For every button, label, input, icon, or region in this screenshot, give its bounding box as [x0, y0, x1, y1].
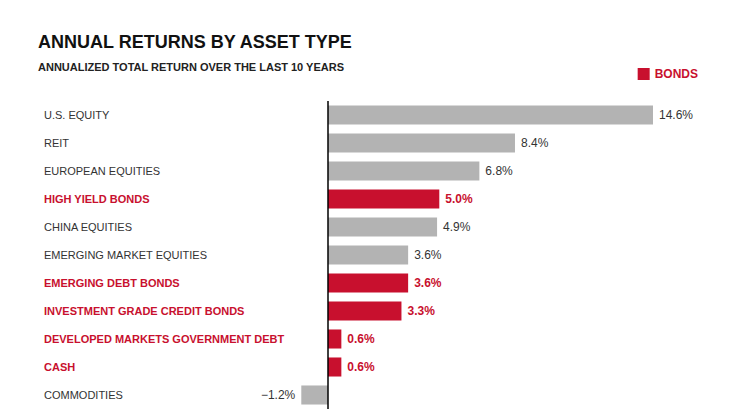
svg-text:3.6%: 3.6%: [414, 276, 442, 290]
svg-text:−1.2%: −1.2%: [261, 388, 296, 402]
svg-text:0.6%: 0.6%: [347, 332, 375, 346]
svg-text:6.8%: 6.8%: [485, 164, 513, 178]
svg-text:ANNUALIZED TOTAL RETURN OVER T: ANNUALIZED TOTAL RETURN OVER THE LAST 10…: [38, 61, 344, 73]
svg-text:COMMODITIES: COMMODITIES: [44, 389, 123, 401]
svg-text:ANNUAL RETURNS BY ASSET TYPE: ANNUAL RETURNS BY ASSET TYPE: [38, 32, 352, 52]
svg-text:8.4%: 8.4%: [521, 136, 549, 150]
svg-text:EUROPEAN EQUITIES: EUROPEAN EQUITIES: [44, 165, 160, 177]
svg-text:0.6%: 0.6%: [347, 360, 375, 374]
svg-text:5.0%: 5.0%: [445, 192, 473, 206]
svg-text:HIGH YIELD BONDS: HIGH YIELD BONDS: [44, 193, 150, 205]
svg-text:CHINA EQUITIES: CHINA EQUITIES: [44, 221, 132, 233]
svg-text:CASH: CASH: [44, 361, 75, 373]
svg-text:DEVELOPED MARKETS GOVERNMENT D: DEVELOPED MARKETS GOVERNMENT DEBT: [44, 333, 284, 345]
svg-text:U.S. EQUITY: U.S. EQUITY: [44, 109, 110, 121]
svg-text:EMERGING DEBT BONDS: EMERGING DEBT BONDS: [44, 277, 180, 289]
svg-text:EMERGING MARKET EQUITIES: EMERGING MARKET EQUITIES: [44, 249, 207, 261]
svg-text:BONDS: BONDS: [655, 67, 698, 81]
svg-text:3.3%: 3.3%: [407, 304, 435, 318]
svg-text:14.6%: 14.6%: [659, 108, 693, 122]
svg-text:4.9%: 4.9%: [443, 220, 471, 234]
svg-text:3.6%: 3.6%: [414, 248, 442, 262]
svg-text:INVESTMENT GRADE CREDIT BONDS: INVESTMENT GRADE CREDIT BONDS: [44, 305, 244, 317]
svg-text:REIT: REIT: [44, 137, 69, 149]
